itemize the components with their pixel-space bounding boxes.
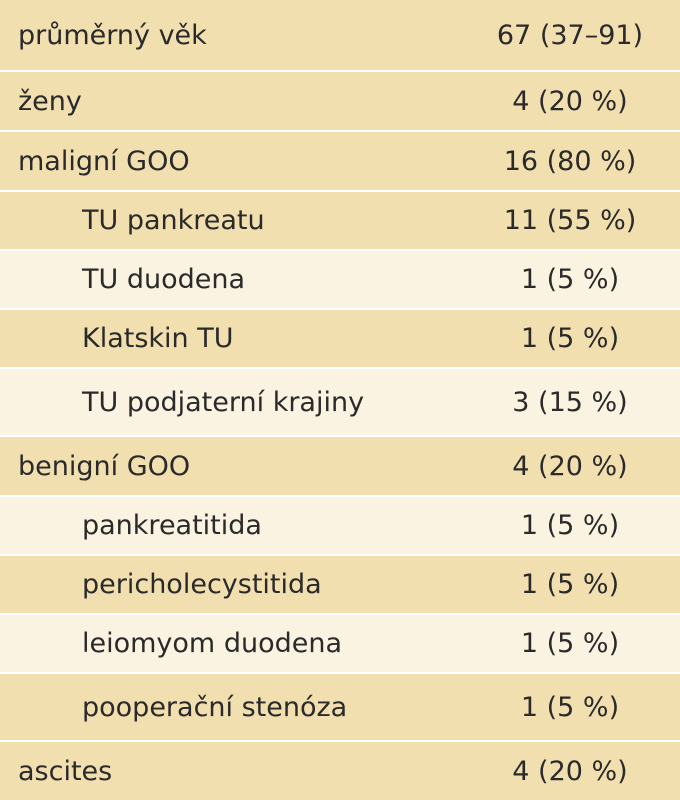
row-value: 3 (15 %) (512, 386, 628, 418)
table-row-postoperative-stenosis: pooperační stenóza 1 (5 %) (0, 672, 680, 740)
table-row-benign-goo: benigní GOO 4 (20 %) (0, 435, 680, 495)
row-label: benigní GOO (18, 450, 191, 482)
table-row-leiomyoma-duodenum: leiomyom duodena 1 (5 %) (0, 613, 680, 672)
row-value: 1 (5 %) (520, 323, 620, 354)
table-row-tu-subhepatic: TU podjaterní krajiny 3 (15 %) (0, 367, 680, 435)
row-value: 4 (20 %) (512, 755, 628, 787)
row-label: TU podjaterní krajiny (82, 386, 365, 418)
row-label: pericholecystitida (82, 569, 322, 600)
row-value: 1 (5 %) (520, 264, 620, 295)
row-label: ascites (18, 755, 113, 787)
table-row-pancreatitis: pankreatitida 1 (5 %) (0, 495, 680, 554)
row-value: 11 (55 %) (503, 205, 637, 236)
row-value: 1 (5 %) (520, 569, 620, 600)
row-value: 16 (80 %) (503, 145, 637, 177)
row-label: průměrný věk (18, 19, 207, 51)
row-label: leiomyom duodena (82, 628, 342, 659)
row-label: pooperační stenóza (82, 691, 348, 723)
table-row-malignant-goo: maligní GOO 16 (80 %) (0, 130, 680, 190)
row-value: 1 (5 %) (520, 510, 620, 541)
table-row-klatskin-tu: Klatskin TU 1 (5 %) (0, 308, 680, 367)
row-label: maligní GOO (18, 145, 190, 177)
row-label: TU duodena (82, 264, 246, 295)
row-value: 4 (20 %) (512, 450, 628, 482)
table-row-women: ženy 4 (20 %) (0, 70, 680, 130)
row-label: ženy (18, 85, 82, 117)
table-row-pericholecystitis: pericholecystitida 1 (5 %) (0, 554, 680, 613)
table-row-tu-pancreas: TU pankreatu 11 (55 %) (0, 190, 680, 249)
table-row-average-age: průměrný věk 67 (37–91) (0, 0, 680, 70)
row-label: Klatskin TU (82, 323, 234, 354)
table-row-tu-duodenum: TU duodena 1 (5 %) (0, 249, 680, 308)
row-value: 67 (37–91) (496, 19, 644, 51)
row-label: TU pankreatu (82, 205, 265, 236)
row-value: 1 (5 %) (520, 628, 620, 659)
row-value: 1 (5 %) (520, 691, 620, 723)
table-row-ascites: ascites 4 (20 %) (0, 740, 680, 800)
row-label: pankreatitida (82, 510, 262, 541)
row-value: 4 (20 %) (512, 85, 628, 117)
